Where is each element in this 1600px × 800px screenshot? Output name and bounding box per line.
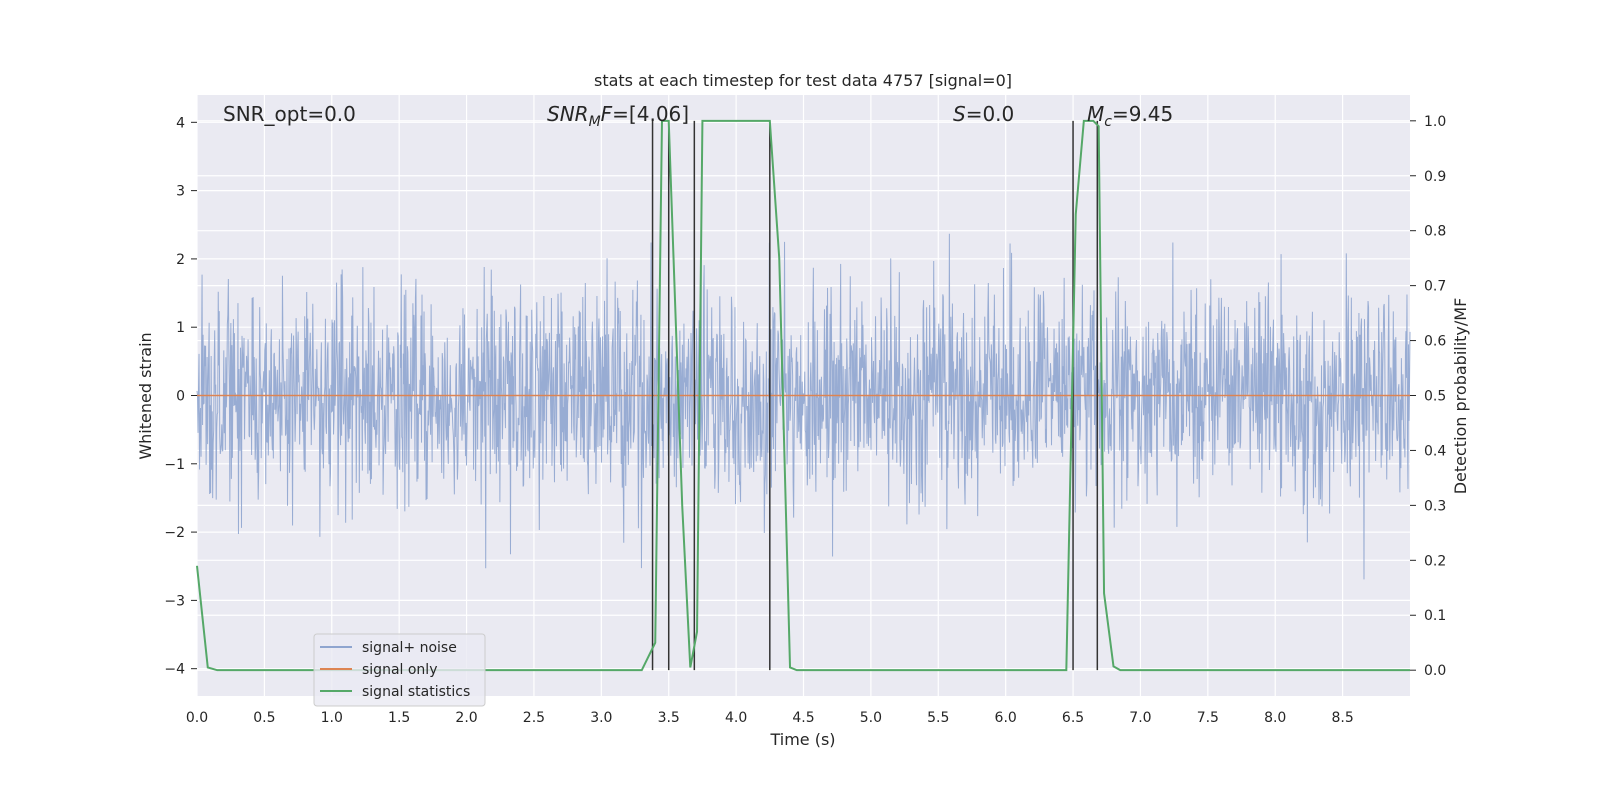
y-tick-label: 3 (176, 184, 185, 200)
annotation-snr-mf-sub: M (589, 114, 601, 130)
annotation-snr-opt: SNR_opt=0.0 (223, 102, 356, 126)
x-tick-label: 1.5 (388, 710, 410, 726)
y-tick-label: 2 (176, 252, 185, 268)
y2-axis-ticks: 1.0 0.9 0.8 0.7 0.6 0.5 0.4 0.3 0.2 0.1 0.0 (1410, 114, 1446, 679)
x-tick-label: 8.5 (1331, 710, 1353, 726)
y2-tick-label: 0.7 (1424, 279, 1446, 295)
annotation-snr-mf: SNRMF=[4.06] (547, 102, 689, 130)
x-tick-label: 7.0 (1129, 710, 1151, 726)
x-tick-label: 0.5 (253, 710, 275, 726)
y-tick-label: −3 (164, 593, 185, 609)
series-signal-statistics (196, 119, 1410, 672)
x-tick-label: 4.0 (725, 710, 747, 726)
y2-tick-label: 0.0 (1424, 663, 1446, 679)
x-axis-label: Time (s) (769, 730, 835, 749)
y2-tick-label: 0.4 (1424, 443, 1446, 459)
x-tick-label: 2.5 (523, 710, 545, 726)
y2-tick-label: 0.5 (1424, 389, 1446, 405)
x-tick-label: 4.5 (792, 710, 814, 726)
y2-tick-label: 0.8 (1424, 224, 1446, 240)
y-tick-label: 0 (176, 389, 185, 405)
annotation-snr-mf-value: =[4.06] (612, 102, 689, 126)
legend-label-signal-statistics: signal statistics (362, 684, 470, 700)
legend-label-signal-noise: signal+ noise (362, 640, 457, 656)
legend: signal+ noise signal only signal statist… (313, 633, 486, 707)
x-tick-label: 7.5 (1197, 710, 1219, 726)
x-tick-label: 6.0 (995, 710, 1017, 726)
x-tick-label: 1.0 (321, 710, 343, 726)
legend-label-signal-only: signal only (362, 662, 437, 678)
series-signal-noise (196, 233, 1411, 580)
annotation-s: S=0.0 (953, 102, 1014, 126)
y-tick-label: 4 (176, 115, 185, 131)
x-tick-label: 8.0 (1264, 710, 1286, 726)
annotation-mc-main: M (1087, 102, 1104, 126)
y-axis-label: Whitened strain (136, 332, 155, 459)
annotation-s-rest: =0.0 (966, 102, 1015, 126)
chart-title: stats at each timestep for test data 475… (594, 71, 1012, 90)
x-tick-label: 5.0 (860, 710, 882, 726)
y2-axis-label: Detection probability/MF (1451, 298, 1470, 495)
annotation-snr-mf-f: F (601, 102, 613, 126)
annotation-mc-rest: =9.45 (1112, 102, 1173, 126)
y2-tick-label: 1.0 (1424, 114, 1446, 130)
y-tick-label: −1 (164, 457, 185, 473)
y2-tick-label: 0.9 (1424, 169, 1446, 185)
vertical-markers (651, 120, 1099, 671)
y-tick-label: 1 (176, 320, 185, 336)
x-tick-label: 0.0 (186, 710, 208, 726)
x-tick-label: 2.0 (455, 710, 477, 726)
annotation-snr-mf-main: SNR (547, 102, 589, 126)
y-tick-label: −4 (164, 662, 185, 678)
x-tick-label: 3.0 (590, 710, 612, 726)
annotation-s-main: S (953, 102, 966, 126)
signal-statistics-line (196, 119, 1410, 672)
annotation-mc-sub: c (1104, 114, 1112, 130)
x-tick-label: 6.5 (1062, 710, 1084, 726)
legend-box (313, 633, 486, 707)
x-axis-ticks: 0.0 0.5 1.0 1.5 2.0 2.5 3.0 3.5 4.0 4.5 5.0 5.5 6.0 6… (186, 710, 1354, 726)
y-tick-label: −2 (164, 525, 185, 541)
x-tick-label: 5.5 (927, 710, 949, 726)
y2-tick-label: 0.1 (1424, 608, 1446, 624)
y2-tick-label: 0.3 (1424, 498, 1446, 514)
y-axis-ticks: 4 3 2 1 0 −1 −2 −3 −4 (164, 115, 197, 678)
signal-noise-line (196, 233, 1411, 580)
y2-tick-label: 0.6 (1424, 334, 1446, 350)
annotation-mc: Mc=9.45 (1087, 102, 1173, 130)
y2-tick-label: 0.2 (1424, 553, 1446, 569)
x-tick-label: 3.5 (658, 710, 680, 726)
